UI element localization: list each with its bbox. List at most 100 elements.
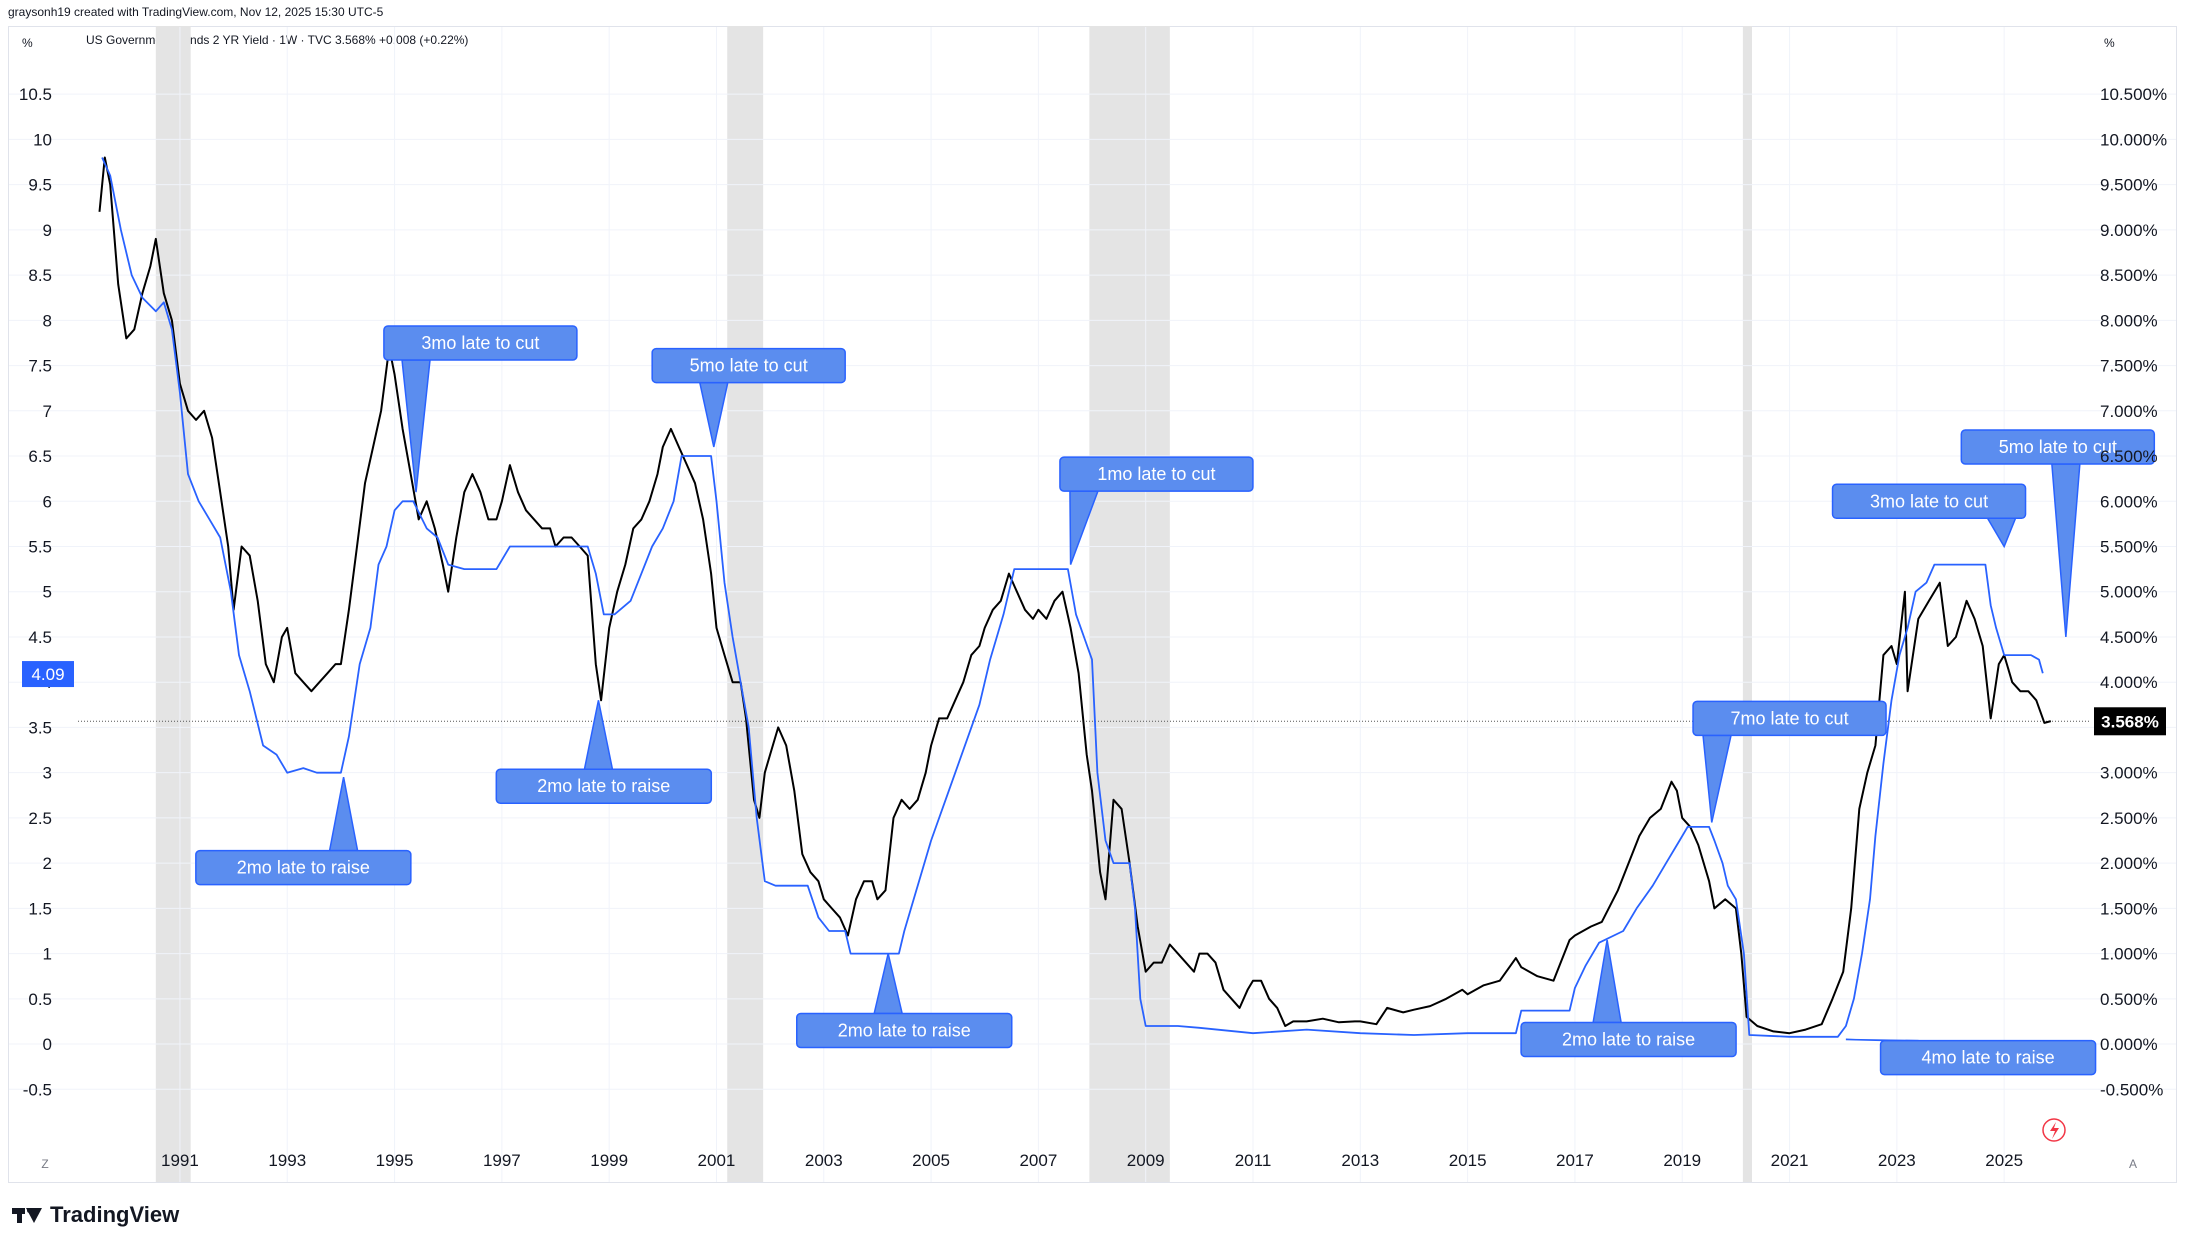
x-tick-label: 2025 <box>1985 1151 2023 1170</box>
callout-box-7 <box>1520 1021 1737 1058</box>
right-y-tick-label: 0.000% <box>2100 1035 2158 1054</box>
tradingview-logo[interactable]: TradingView <box>12 1202 179 1228</box>
log-scale-toggle-label: Z <box>41 1157 48 1171</box>
left-y-tick-label: 0.5 <box>28 990 52 1009</box>
callout-pointer-5 <box>873 953 904 1015</box>
left-y-tick-label: 5.5 <box>28 538 52 557</box>
x-tick-label: 2007 <box>1019 1151 1057 1170</box>
x-tick-label: 2013 <box>1341 1151 1379 1170</box>
callout-1: 5mo late to cut <box>651 347 846 448</box>
callout-pointer-0 <box>401 359 431 493</box>
right-y-tick-label: 10.500% <box>2100 85 2167 104</box>
left-axis-unit: % <box>22 36 33 50</box>
right-y-tick-label: 2.500% <box>2100 809 2158 828</box>
x-tick-label: 1999 <box>590 1151 628 1170</box>
x-tick-label: 2011 <box>1235 1151 1272 1170</box>
callout-pointer-9 <box>1986 517 2017 549</box>
callout-pointer-10 <box>2051 463 2081 638</box>
callout-9: 3mo late to cut <box>1831 483 2027 549</box>
callout-pointer-7 <box>1592 939 1623 1024</box>
x-tick-label: 2015 <box>1449 1151 1487 1170</box>
callout-box-0 <box>383 325 578 361</box>
right-y-tick-label: 3.000% <box>2100 764 2158 783</box>
callout-text-3: 2mo late to raise <box>237 858 370 878</box>
left-y-tick-label: -0.5 <box>23 1080 52 1099</box>
right-y-tick-label: 0.500% <box>2100 990 2158 1009</box>
callout-7: 2mo late to raise <box>1520 939 1737 1058</box>
left-y-tick-label: 3.5 <box>28 718 52 737</box>
callout-pointer-4 <box>583 700 614 770</box>
right-y-tick-label: 8.000% <box>2100 311 2158 330</box>
x-tick-label: 2023 <box>1878 1151 1916 1170</box>
x-tick-label: 2019 <box>1663 1151 1701 1170</box>
tradingview-brand-text: TradingView <box>50 1202 180 1227</box>
lightning-icon-bolt <box>2050 1122 2059 1139</box>
callout-pointer-3 <box>328 777 359 852</box>
left-y-tick-label: 7 <box>43 402 52 421</box>
tradingview-logo-icon <box>12 1206 44 1224</box>
left-y-tick-label: 1 <box>43 945 52 964</box>
left-y-tick-label: 2.5 <box>28 809 52 828</box>
callout-pointer-6 <box>1702 734 1732 823</box>
right-y-tick-label: 9.000% <box>2100 221 2158 240</box>
left-y-tick-label: 10 <box>33 130 52 149</box>
callout-box-5 <box>796 1012 1013 1049</box>
x-tick-label: 2009 <box>1127 1151 1165 1170</box>
current-price-tag-label: 3.568% <box>2101 712 2159 731</box>
callout-text-7: 2mo late to raise <box>1562 1030 1695 1050</box>
x-tick-label: 1991 <box>161 1151 199 1170</box>
callout-text-2: 1mo late to cut <box>1097 464 1215 484</box>
callout-box-3 <box>195 849 412 886</box>
left-y-tick-label: 8.5 <box>28 266 52 285</box>
callout-text-5: 2mo late to raise <box>838 1020 971 1040</box>
recession-band-0 <box>155 26 191 1182</box>
left-y-tick-label: 8 <box>43 311 52 330</box>
x-tick-label: 2003 <box>805 1151 843 1170</box>
callout-4: 2mo late to raise <box>495 700 713 804</box>
recession-band-1 <box>727 26 764 1182</box>
left-y-tick-label: 7.5 <box>28 357 52 376</box>
left-y-tick-label: 5 <box>43 583 52 602</box>
left-price-marker-label: 4.09 <box>31 665 64 684</box>
callout-box-9 <box>1831 483 2027 520</box>
right-y-tick-label: 8.500% <box>2100 266 2158 285</box>
right-y-tick-label: 7.500% <box>2100 357 2158 376</box>
callout-box-10 <box>1960 429 2156 465</box>
left-y-tick-label: 9 <box>43 221 52 240</box>
annotation-callouts: 3mo late to cut 5mo late to cut 1mo late t… <box>195 325 2156 1076</box>
callout-text-9: 3mo late to cut <box>1870 491 1988 511</box>
x-tick-label: 2017 <box>1556 1151 1594 1170</box>
callout-3: 2mo late to raise <box>195 777 412 886</box>
callout-0: 3mo late to cut <box>383 325 578 493</box>
callout-text-0: 3mo late to cut <box>421 333 539 353</box>
created-by-text: graysonh19 created with TradingView.com,… <box>8 5 384 19</box>
left-y-tick-label: 2 <box>43 854 52 873</box>
right-y-tick-label: 9.500% <box>2100 176 2158 195</box>
left-y-tick-label: 1.5 <box>28 899 52 918</box>
x-tick-label: 2005 <box>912 1151 950 1170</box>
callout-5: 2mo late to raise <box>796 953 1013 1049</box>
current-price-tag <box>2094 707 2166 736</box>
right-y-tick-label: 5.000% <box>2100 583 2158 602</box>
right-y-tick-label: 1.000% <box>2100 945 2158 964</box>
callout-8: 4mo late to raise <box>1845 1038 2097 1076</box>
right-y-tick-label: 5.500% <box>2100 538 2158 557</box>
recession-bands <box>155 26 1752 1182</box>
callout-text-6: 7mo late to cut <box>1731 708 1849 728</box>
left-y-tick-label: 9.5 <box>28 176 52 195</box>
callout-text-10: 5mo late to cut <box>1999 437 2117 457</box>
callout-2: 1mo late to cut <box>1059 456 1254 565</box>
callout-6: 7mo late to cut <box>1692 700 1887 823</box>
left-y-tick-label: 10.5 <box>19 85 52 104</box>
left-price-marker <box>22 661 74 688</box>
right-y-tick-label: 1.500% <box>2100 899 2158 918</box>
auto-scale-toggle-label: A <box>2129 1157 2137 1171</box>
left-y-tick-label: 6 <box>43 492 52 511</box>
callout-box-1 <box>651 347 846 384</box>
callout-box-8 <box>1879 1039 2097 1076</box>
right-y-tick-label: 4.500% <box>2100 628 2158 647</box>
recession-band-2 <box>1089 26 1170 1182</box>
x-tick-label: 2001 <box>698 1151 736 1170</box>
x-tick-label: 1995 <box>376 1151 414 1170</box>
